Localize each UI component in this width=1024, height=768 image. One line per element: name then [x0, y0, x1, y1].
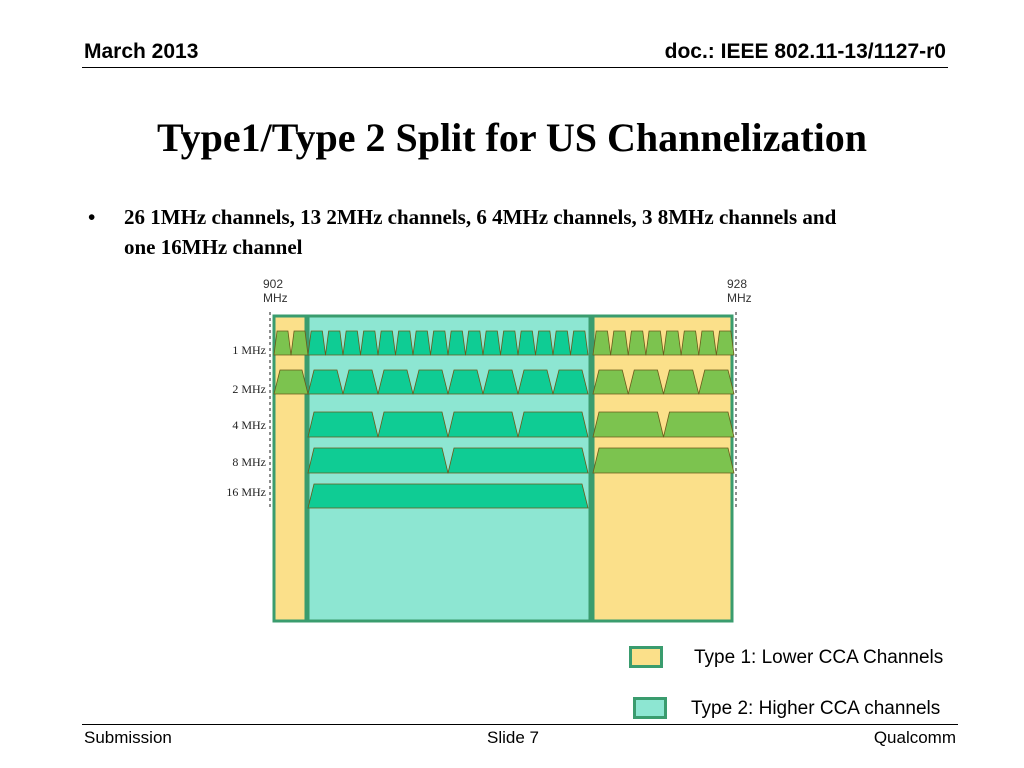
- bullet-marker: •: [88, 205, 96, 229]
- channel-4mhz-type1: [662, 411, 735, 438]
- channel-2mhz-type2: [482, 369, 519, 395]
- channel-8mhz-type2: [447, 447, 589, 474]
- legend-type1-swatch: [629, 646, 663, 668]
- footer-submission: Submission: [84, 728, 172, 747]
- row-label-2mhz: 2 MHz: [232, 382, 266, 396]
- header-date: March 2013: [84, 40, 199, 63]
- channel-16mhz-type2: [307, 483, 589, 509]
- channel-2mhz-type2: [377, 369, 414, 395]
- channel-1mhz-type1: [610, 330, 629, 356]
- header-divider: [82, 67, 948, 68]
- channel-2mhz-type1: [698, 369, 735, 395]
- footer-divider: [82, 724, 958, 725]
- channel-1mhz-type1: [627, 330, 647, 356]
- bullet-text: 26 1MHz channels, 13 2MHz channels, 6 4M…: [124, 205, 837, 259]
- channel-2mhz-type2: [517, 369, 554, 395]
- channel-1mhz-type2: [360, 330, 379, 356]
- channel-1mhz-type2: [430, 330, 449, 356]
- channel-1mhz-type2: [307, 330, 326, 356]
- channel-4mhz-type2: [447, 411, 519, 438]
- channel-1mhz-type2: [535, 330, 554, 356]
- channel-1mhz-type1: [273, 330, 292, 356]
- channel-2mhz-type2: [342, 369, 379, 395]
- freq-end-label: 928 MHz: [727, 277, 752, 305]
- footer-slide-number: Slide 7: [487, 728, 539, 747]
- channel-2mhz-type1: [592, 369, 629, 395]
- freq-start-value: 902: [263, 277, 284, 291]
- channel-2mhz-type1: [627, 369, 665, 395]
- legend-type2-label: Type 2: Higher CCA channels: [691, 698, 941, 719]
- channel-1mhz-type2: [412, 330, 431, 356]
- channel-1mhz-type2: [482, 330, 501, 356]
- channel-1mhz-type2: [465, 330, 484, 356]
- channel-1mhz-type2: [342, 330, 361, 356]
- channel-2mhz-type2: [307, 369, 344, 395]
- channel-8mhz-type2: [307, 447, 449, 474]
- channel-1mhz-type2: [395, 330, 414, 356]
- row-label-16mhz: 16 MHz: [226, 485, 266, 499]
- row-label-4mhz: 4 MHz: [232, 418, 266, 432]
- type1-region-left: [272, 314, 308, 623]
- channel-2mhz-type2: [412, 369, 449, 395]
- channel-1mhz-type1: [715, 330, 735, 356]
- channel-1mhz-type2: [570, 330, 589, 356]
- row-label-8mhz: 8 MHz: [232, 455, 266, 469]
- channel-4mhz-type1: [592, 411, 665, 438]
- channel-4mhz-type2: [307, 411, 379, 438]
- channel-1mhz-type2: [447, 330, 466, 356]
- slide-title: Type1/Type 2 Split for US Channelization: [156, 115, 868, 160]
- channel-2mhz-type2: [552, 369, 589, 395]
- footer-company: Qualcomm: [873, 728, 956, 747]
- channel-1mhz-type2: [517, 330, 536, 356]
- channel-2mhz-type1: [662, 369, 700, 395]
- channel-4mhz-type2: [377, 411, 449, 438]
- channel-1mhz-type2: [500, 330, 519, 356]
- channel-1mhz-type1: [645, 330, 664, 356]
- header-doc-id: doc.: IEEE 802.11-13/1127-r0: [664, 40, 946, 63]
- row-label-1mhz: 1 MHz: [232, 343, 266, 357]
- channel-1mhz-type1: [680, 330, 700, 356]
- channel-1mhz-type1: [663, 330, 682, 356]
- channel-2mhz-type2: [447, 369, 484, 395]
- freq-start-unit: MHz: [263, 291, 288, 305]
- channel-4mhz-type2: [517, 411, 589, 438]
- channel-1mhz-type1: [592, 330, 612, 356]
- channel-1mhz-type2: [377, 330, 396, 356]
- channel-1mhz-type1: [290, 330, 309, 356]
- legend-type1-label: Type 1: Lower CCA Channels: [694, 647, 944, 668]
- freq-end-unit: MHz: [727, 291, 752, 305]
- freq-end-value: 928: [727, 277, 748, 291]
- legend-type2-swatch: [633, 697, 667, 719]
- channel-8mhz-type1: [592, 447, 735, 474]
- channel-1mhz-type2: [325, 330, 344, 356]
- channel-1mhz-type2: [552, 330, 571, 356]
- freq-start-label: 902 MHz: [263, 277, 288, 305]
- channel-2mhz-type1: [273, 369, 309, 395]
- channel-1mhz-type1: [698, 330, 717, 356]
